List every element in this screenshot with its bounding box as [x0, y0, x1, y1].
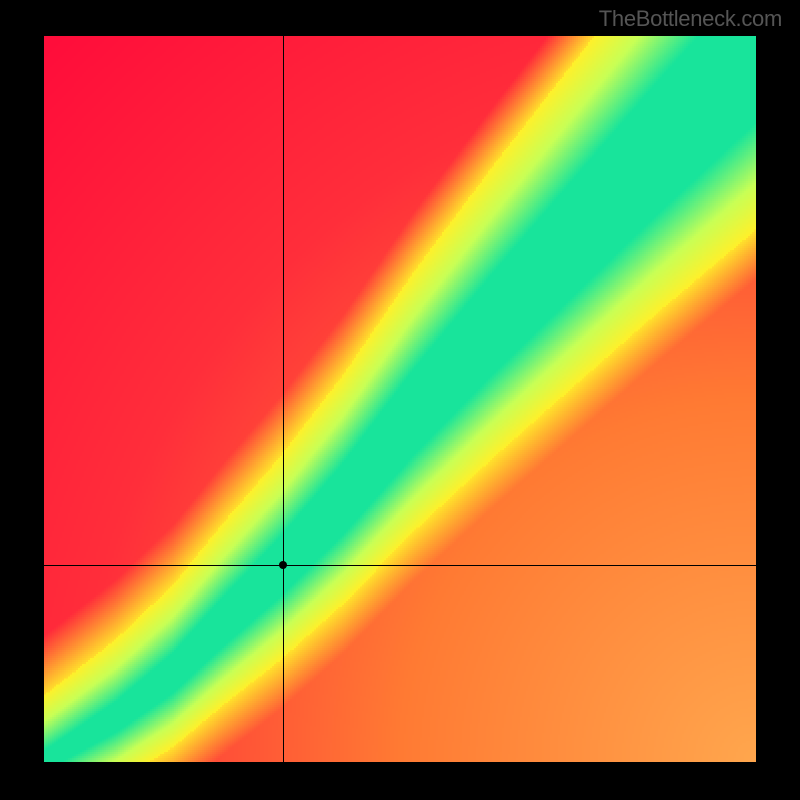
- chart-frame: TheBottleneck.com: [0, 0, 800, 800]
- watermark-text: TheBottleneck.com: [599, 6, 782, 32]
- crosshair-horizontal: [44, 565, 756, 566]
- heatmap-plot: [44, 36, 756, 762]
- crosshair-vertical: [283, 36, 284, 762]
- heatmap-canvas: [44, 36, 756, 762]
- crosshair-marker: [279, 561, 287, 569]
